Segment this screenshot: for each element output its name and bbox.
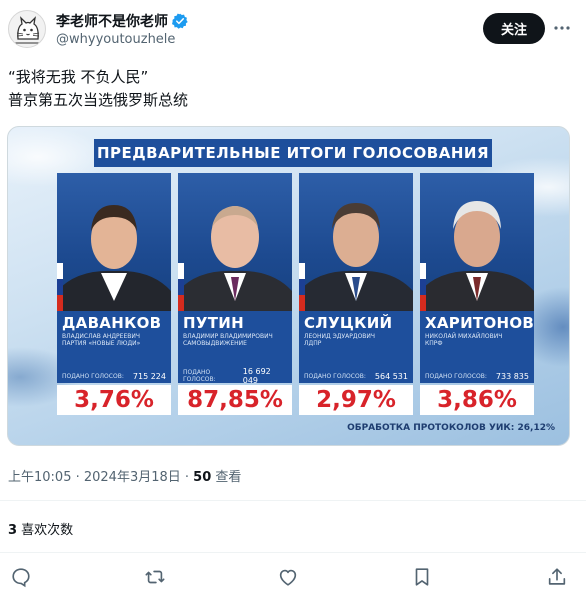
author-display-name[interactable]: 李老师不是你老师 [56,14,168,30]
divider [0,500,586,501]
candidate-party: ЛДПР [304,340,322,347]
votes-row: ПОДАНО ГОЛОСОВ: 564 531 [299,369,413,383]
like-icon[interactable] [277,566,299,588]
vote-percent: 2,97% [299,385,413,415]
russian-flag [420,263,426,311]
author-handle[interactable]: @whyyoutouzhele [56,32,176,47]
views-label: 查看 [211,470,242,485]
verified-badge-icon [172,13,188,29]
tweet-media-image[interactable]: ПРЕДВАРИТЕЛЬНЫЕ ИТОГИ ГОЛОСОВАНИЯ ДАВАНК… [7,126,570,446]
candidate-party: ПАРТИЯ «НОВЫЕ ЛЮДИ» [62,340,141,347]
candidate-photo [57,173,171,311]
candidate-name: ДАВАНКОВ [62,314,162,332]
cat-avatar-icon [14,16,42,44]
votes-row: ПОДАНО ГОЛОСОВ: 733 835 [420,369,534,383]
candidate-full-name: ВЛАДИСЛАВ АНДРЕЕВИЧ [62,333,140,340]
russian-flag [299,263,305,311]
russian-flag [178,263,184,311]
more-options-icon[interactable] [553,20,571,36]
candidate-card: ХАРИТОНОВ НИКОЛАЙ МИХАЙЛОВИЧ КПРФ ПОДАНО… [420,173,534,417]
candidate-photo [178,173,292,311]
candidate-photo [420,173,534,311]
candidate-card: ПУТИН ВЛАДИМИР ВЛАДИМИРОВИЧ САМОВЫДВИЖЕН… [178,173,292,417]
votes-value: 715 224 [132,371,166,381]
candidate-photo [299,173,413,311]
votes-label: ПОДАНО ГОЛОСОВ: [304,372,366,380]
bookmark-icon[interactable] [411,566,433,588]
votes-value: 16 692 049 [242,367,271,385]
avatar[interactable] [8,10,46,48]
votes-label: ПОДАНО ГОЛОСОВ: [62,372,124,380]
votes-row: ПОДАНО ГОЛОСОВ: 715 224 [57,369,171,383]
candidate-full-name: НИКОЛАЙ МИХАЙЛОВИЧ [425,333,503,340]
candidate-full-name: ВЛАДИМИР ВЛАДИМИРОВИЧ [183,333,273,340]
portrait-icon [420,201,534,311]
author-name-row: 李老师不是你老师 [56,11,188,31]
tweet-meta: 上午10:05 · 2024年3月18日 · 50 查看 [8,466,241,485]
candidate-name: СЛУЦКИЙ [304,314,393,332]
likes-label: 喜欢次数 [17,523,74,538]
candidate-info: ХАРИТОНОВ НИКОЛАЙ МИХАЙЛОВИЧ КПРФ [420,311,534,369]
votes-value: 564 531 [374,371,408,381]
action-bar [0,566,586,590]
likes-summary[interactable]: 3 喜欢次数 [8,519,73,538]
candidate-full-name: ЛЕОНИД ЭДУАРДОВИЧ [304,333,376,340]
reply-icon[interactable] [10,566,32,588]
vote-percent: 3,86% [420,385,534,415]
tweet-text-line-1: “我将无我 不负人民” [8,68,149,86]
tweet-text-line-2: 普京第五次当选俄罗斯总统 [8,91,189,109]
vote-percent: 87,85% [178,385,292,415]
retweet-icon[interactable] [144,566,166,588]
votes-label: ПОДАНО ГОЛОСОВ: [183,369,216,383]
candidate-info: ПУТИН ВЛАДИМИР ВЛАДИМИРОВИЧ САМОВЫДВИЖЕН… [178,311,292,369]
tweet-text: “我将无我 不负人民” 普京第五次当选俄罗斯总统 [8,66,568,112]
candidate-name: ПУТИН [183,314,244,332]
vote-percent: 3,76% [57,385,171,415]
candidate-party: САМОВЫДВИЖЕНИЕ [183,340,247,347]
protocol-processing-text: ОБРАБОТКА ПРОТОКОЛОВ УИК: 26,12% [347,423,555,433]
candidate-card: СЛУЦКИЙ ЛЕОНИД ЭДУАРДОВИЧ ЛДПР ПОДАНО ГО… [299,173,413,417]
candidate-info: ДАВАНКОВ ВЛАДИСЛАВ АНДРЕЕВИЧ ПАРТИЯ «НОВ… [57,311,171,369]
candidate-info: СЛУЦКИЙ ЛЕОНИД ЭДУАРДОВИЧ ЛДПР [299,311,413,369]
follow-button[interactable]: 关注 [483,13,545,44]
results-banner: ПРЕДВАРИТЕЛЬНЫЕ ИТОГИ ГОЛОСОВАНИЯ [94,139,492,167]
views-count: 50 [193,470,212,485]
tweet-timestamp[interactable]: 上午10:05 · 2024年3月18日 · [8,470,194,485]
votes-value: 733 835 [495,371,529,381]
candidate-party: КПРФ [425,340,443,347]
votes-label: ПОДАНО ГОЛОСОВ: [425,372,487,380]
likes-count: 3 [8,523,18,538]
share-icon[interactable] [546,566,568,588]
votes-row: ПОДАНО ГОЛОСОВ: 16 692 049 [178,367,292,385]
portrait-icon [178,206,292,311]
tweet-header: 李老师不是你老师 @whyyoutouzhele 关注 [0,0,586,62]
candidate-name: ХАРИТОНОВ [425,314,535,332]
candidate-card: ДАВАНКОВ ВЛАДИСЛАВ АНДРЕЕВИЧ ПАРТИЯ «НОВ… [57,173,171,417]
divider [0,552,586,553]
portrait-icon [299,203,413,311]
russian-flag [57,263,63,311]
portrait-icon [57,205,171,311]
